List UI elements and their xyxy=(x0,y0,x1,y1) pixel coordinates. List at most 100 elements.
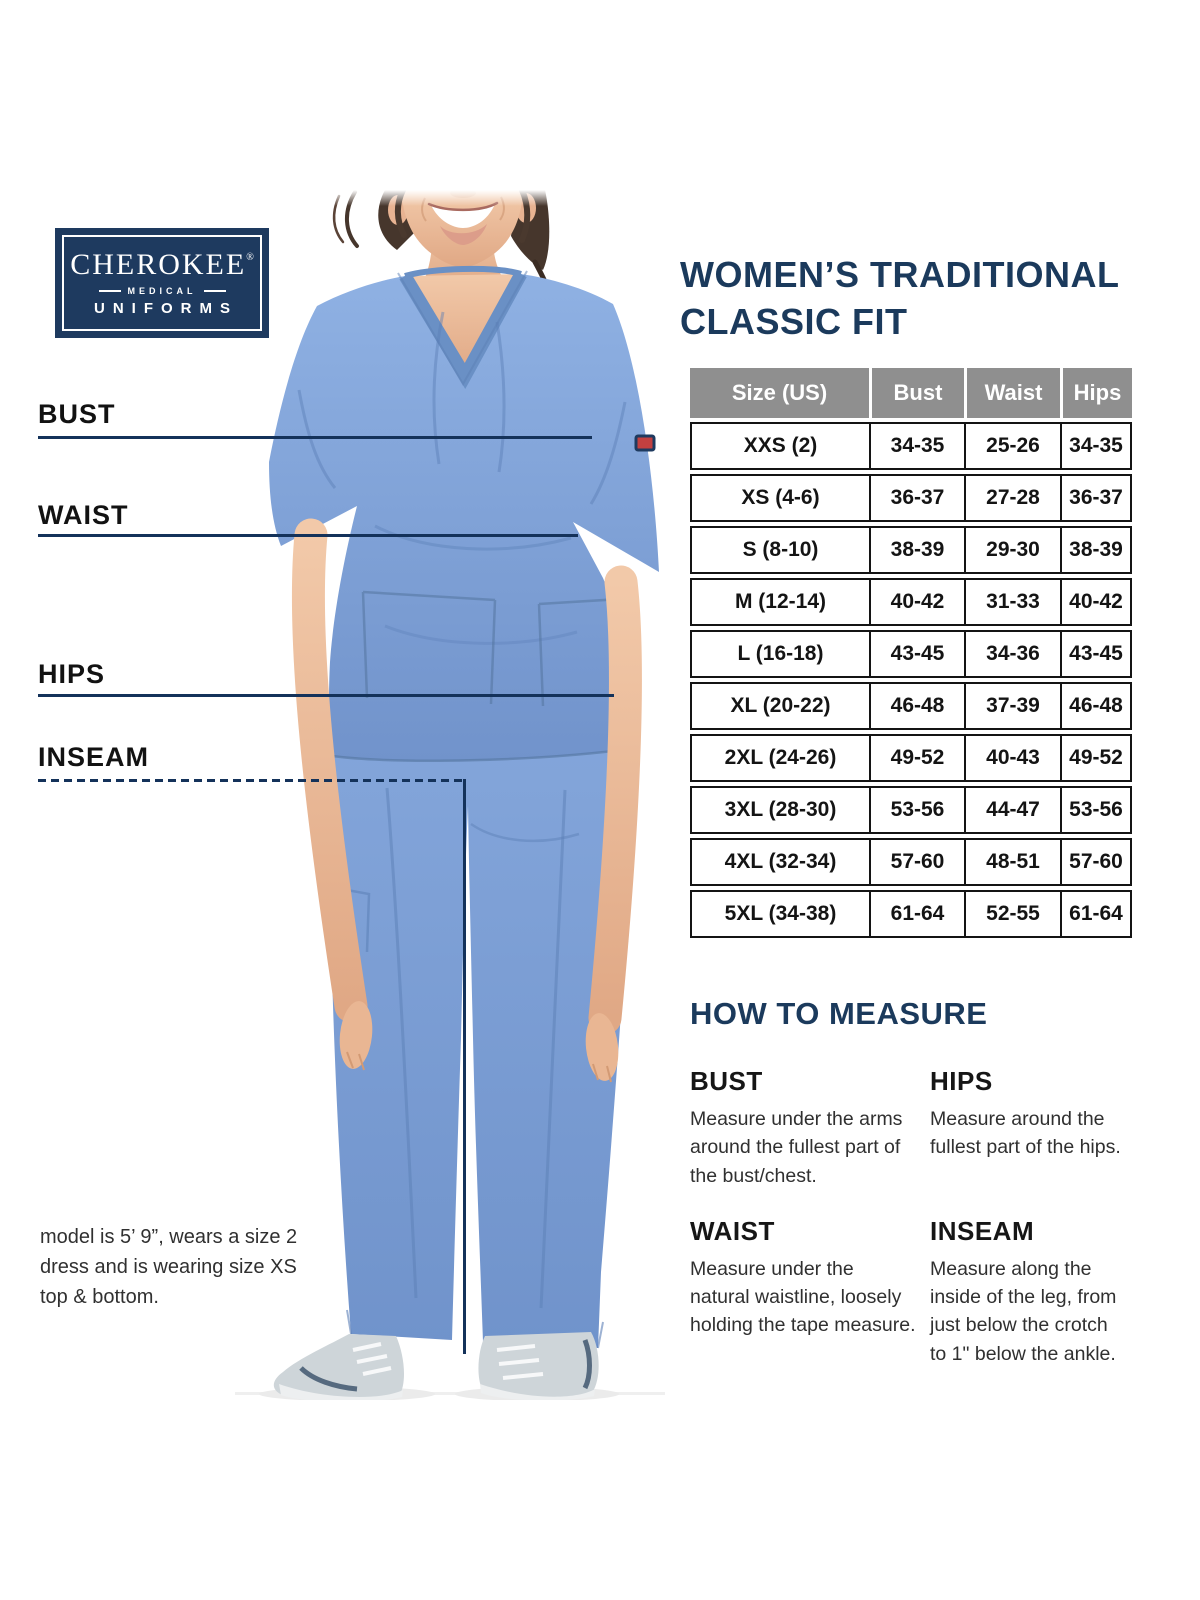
model-note: model is 5’ 9”, wears a size 2 dress and… xyxy=(40,1226,298,1308)
table-cell: 61-64 xyxy=(1060,892,1130,936)
page-title-line1: WOMEN’S TRADITIONAL xyxy=(680,254,1120,295)
table-cell: 40-42 xyxy=(869,580,964,624)
table-row: S (8-10) 38-39 29-30 38-39 xyxy=(690,526,1132,574)
table-cell: 40-43 xyxy=(964,736,1060,780)
how-to-measure-section: HOW TO MEASURE BUST Measure under the arm… xyxy=(690,996,1142,1368)
table-cell: 57-60 xyxy=(1060,840,1130,884)
table-cell: 29-30 xyxy=(964,528,1060,572)
table-row: M (12-14) 40-42 31-33 40-42 xyxy=(690,578,1132,626)
table-cell: 3XL (28-30) xyxy=(724,798,837,821)
table-cell: 48-51 xyxy=(964,840,1060,884)
table-row: XL (20-22) 46-48 37-39 46-48 xyxy=(690,682,1132,730)
floor-shadow xyxy=(235,1392,665,1395)
table-header-cell: Bust xyxy=(869,368,964,418)
hips-label: HIPS xyxy=(38,659,106,689)
scrub-pants xyxy=(330,740,639,1349)
table-cell: 40-42 xyxy=(1060,580,1130,624)
sleeve-logo-patch xyxy=(634,434,656,452)
table-row: 4XL (32-34) 57-60 48-51 57-60 xyxy=(690,838,1132,886)
table-cell: 36-37 xyxy=(1060,476,1130,520)
page-title: WOMEN’S TRADITIONAL CLASSIC FIT xyxy=(680,252,1119,346)
table-cell: 27-28 xyxy=(964,476,1060,520)
brand-logo-frame: CHEROKEE® MEDICAL UNIFORMS xyxy=(62,235,262,331)
bust-line xyxy=(38,436,592,439)
model-photo xyxy=(235,190,665,1400)
table-row: 3XL (28-30) 53-56 44-47 53-56 xyxy=(690,786,1132,834)
table-row: L (16-18) 43-45 34-36 43-45 xyxy=(690,630,1132,678)
tagline-dash-left xyxy=(98,289,121,292)
table-row: XS (4-6) 36-37 27-28 36-37 xyxy=(690,474,1132,522)
table-cell: 57-60 xyxy=(869,840,964,884)
table-cell: 31-33 xyxy=(964,580,1060,624)
table-cell: 4XL (32-34) xyxy=(724,850,837,873)
table-cell: 37-39 xyxy=(964,684,1060,728)
brand-name: CHEROKEE® xyxy=(70,247,254,281)
size-table-body: XXS (2) 34-35 25-26 34-35 XS (4-6) 36-37 27-28… xyxy=(690,422,1132,938)
page-title-line2: CLASSIC FIT xyxy=(680,300,908,342)
table-cell: 38-39 xyxy=(1060,528,1130,572)
table-cell: XL (20-22) xyxy=(730,694,831,717)
howto-item-text: Measure under the arms around the fulles… xyxy=(690,1108,903,1187)
model-arms xyxy=(291,518,642,1083)
waist-label: WAIST xyxy=(38,500,129,530)
howto-grid: BUST Measure under the arms around the fu… xyxy=(690,1066,1142,1368)
table-cell: 53-56 xyxy=(869,788,964,832)
howto-item-text: Measure under the natural waistline, loo… xyxy=(690,1257,916,1337)
table-cell: M (12-14) xyxy=(734,590,827,613)
howto-item: HIPS Measure around the fullest part of t… xyxy=(930,1066,1142,1190)
table-cell: 34-35 xyxy=(869,424,964,468)
table-cell: 43-45 xyxy=(869,632,964,676)
table-cell: 43-45 xyxy=(1060,632,1130,676)
table-cell: 49-52 xyxy=(1060,736,1130,780)
bust-label: BUST xyxy=(38,399,116,429)
table-cell: L (16-18) xyxy=(737,642,824,665)
brand-tagline-uniforms: UNIFORMS xyxy=(94,299,238,317)
inseam-line xyxy=(38,779,464,782)
table-header-cell: Waist xyxy=(964,368,1060,418)
hips-line xyxy=(38,694,614,697)
table-cell: S (8-10) xyxy=(742,538,819,561)
inseam-line-vertical xyxy=(463,779,466,1354)
table-cell: 38-39 xyxy=(869,528,964,572)
howto-item-title: WAIST xyxy=(690,1215,775,1246)
table-cell: 34-36 xyxy=(964,632,1060,676)
table-row: 5XL (34-38) 61-64 52-55 61-64 xyxy=(690,890,1132,938)
scrub-top xyxy=(269,265,659,762)
table-header-cell: Size (US) xyxy=(731,380,828,405)
registered-mark: ® xyxy=(246,251,254,263)
table-cell: XS (4-6) xyxy=(741,486,820,509)
howto-item: BUST Measure under the arms around the fu… xyxy=(690,1066,930,1190)
table-cell: 52-55 xyxy=(964,892,1060,936)
table-cell: 61-64 xyxy=(869,892,964,936)
table-cell: 5XL (34-38) xyxy=(724,902,837,925)
table-cell: 53-56 xyxy=(1060,788,1130,832)
table-cell: 49-52 xyxy=(869,736,964,780)
table-cell: 34-35 xyxy=(1060,424,1130,468)
howto-item-text: Measure around the fullest part of the h… xyxy=(930,1108,1121,1159)
table-row: XXS (2) 34-35 25-26 34-35 xyxy=(690,422,1132,470)
table-row: 2XL (24-26) 49-52 40-43 49-52 xyxy=(690,734,1132,782)
brand-tagline-medical: MEDICAL xyxy=(98,285,226,296)
howto-item-title: BUST xyxy=(690,1066,763,1096)
waist-line xyxy=(38,534,578,537)
table-cell: 46-48 xyxy=(1060,684,1130,728)
how-to-measure-heading: HOW TO MEASURE xyxy=(690,996,988,1031)
brand-logo: CHEROKEE® MEDICAL UNIFORMS xyxy=(55,228,269,338)
inseam-label: INSEAM xyxy=(38,742,150,772)
howto-item-text: Measure along the inside of the leg, fro… xyxy=(930,1257,1117,1365)
size-table-header: Size (US) Bust Waist Hips xyxy=(690,368,1132,418)
size-table: Size (US) Bust Waist Hips XXS (2) 34-35 25-26… xyxy=(690,368,1132,942)
table-cell: 36-37 xyxy=(869,476,964,520)
howto-item: WAIST Measure under the natural waistline… xyxy=(690,1216,930,1368)
howto-item-title: INSEAM xyxy=(930,1215,1035,1246)
model-shoes xyxy=(274,1332,599,1400)
tagline-medical-text: MEDICAL xyxy=(127,285,197,296)
table-cell: 46-48 xyxy=(869,684,964,728)
howto-item-title: HIPS xyxy=(930,1066,993,1096)
tagline-dash-right xyxy=(203,289,226,292)
howto-item: INSEAM Measure along the inside of the le… xyxy=(930,1216,1142,1368)
table-cell: XXS (2) xyxy=(743,434,818,457)
table-header-cell: Hips xyxy=(1060,368,1132,418)
table-cell: 44-47 xyxy=(964,788,1060,832)
